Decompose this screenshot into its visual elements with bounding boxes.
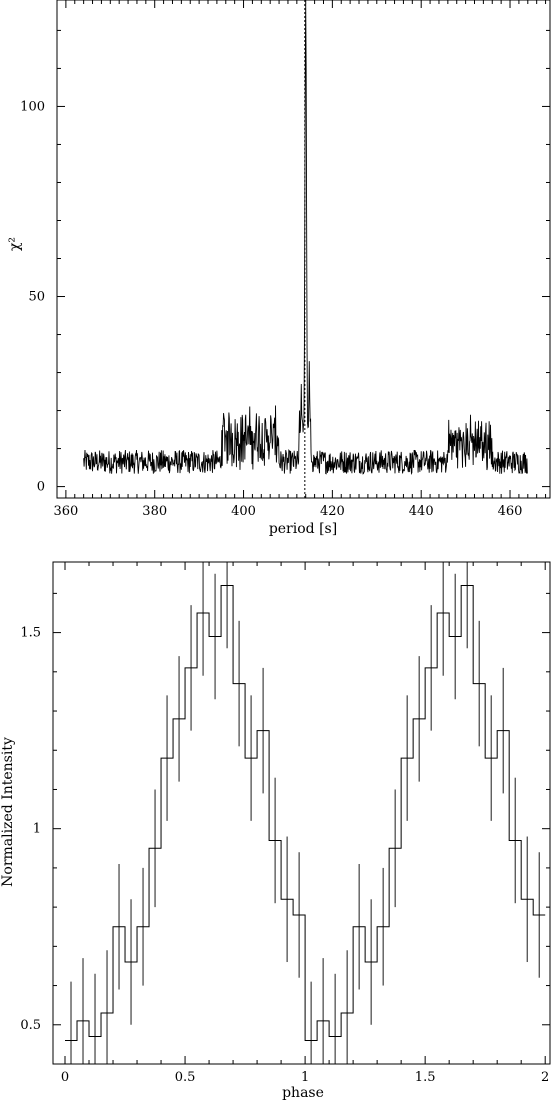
top-axis-ticks xyxy=(57,0,550,498)
bottom-plot-frame xyxy=(52,561,551,1065)
top-tick-labels: 360 380 400 420 440 460 0 50 100 xyxy=(20,99,522,519)
x-tick-label: 420 xyxy=(320,504,345,519)
bottom-tick-labels: 0 0.5 1 1.5 2 0.5 1 1.5 xyxy=(20,626,549,1085)
period-search-chart: 360 380 400 420 440 460 0 50 100 period [s] χ² xyxy=(7,0,551,537)
x-tick-label: 1.5 xyxy=(415,1070,436,1085)
y-tick-label: 50 xyxy=(28,290,45,305)
top-x-axis-label: period [s] xyxy=(269,521,337,537)
x-tick-label: 380 xyxy=(142,504,167,519)
y-tick-label: 1.5 xyxy=(20,626,41,641)
folded-light-curve-chart: 0 0.5 1 1.5 2 0.5 1 1.5 phase Normalized Intens… xyxy=(0,561,551,1101)
x-tick-label: 0 xyxy=(61,1070,69,1085)
top-plot-frame xyxy=(56,0,551,499)
bottom-axis-ticks xyxy=(53,562,550,1064)
bottom-x-axis-label: phase xyxy=(282,1085,324,1101)
x-tick-label: 460 xyxy=(498,504,523,519)
chi-square-series xyxy=(83,3,528,475)
x-tick-label: 1 xyxy=(301,1070,309,1085)
x-tick-label: 360 xyxy=(53,504,78,519)
x-tick-label: 0.5 xyxy=(175,1070,196,1085)
y-tick-label: 0 xyxy=(37,480,45,495)
y-tick-label: 1 xyxy=(33,822,41,837)
x-tick-label: 440 xyxy=(409,504,434,519)
folded-profile-step-line xyxy=(65,585,546,1041)
y-tick-label: 100 xyxy=(20,99,45,114)
x-tick-label: 2 xyxy=(541,1070,549,1085)
y-tick-label: 0.5 xyxy=(20,1018,41,1033)
x-tick-label: 400 xyxy=(231,504,256,519)
bottom-y-axis-label: Normalized Intensity xyxy=(0,737,16,887)
top-y-axis-label: χ² xyxy=(7,237,23,251)
